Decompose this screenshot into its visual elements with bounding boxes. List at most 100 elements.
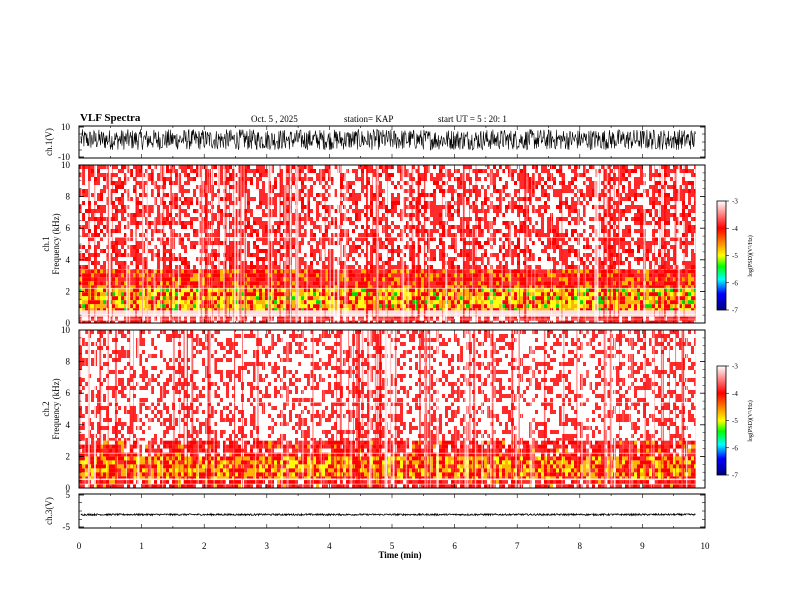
spectrogram-cell — [241, 197, 244, 201]
spectrogram-cell — [196, 225, 199, 229]
spectrogram-cell — [313, 169, 316, 173]
spectrogram-cell — [256, 213, 259, 217]
spectrogram-cell — [589, 320, 592, 323]
spectrogram-cell — [205, 249, 208, 253]
spectrogram-cell — [166, 277, 169, 282]
spectrogram-cell — [406, 304, 409, 309]
spectrogram-cell — [118, 197, 121, 201]
spectrogram-cell — [238, 253, 241, 257]
spectrogram-cell — [259, 169, 262, 173]
spectrogram-cell — [79, 213, 82, 217]
spectrogram-cell — [112, 177, 115, 181]
spectrogram-cell — [313, 221, 316, 225]
spectrogram-cell — [271, 189, 274, 193]
spectrogram-cell — [313, 193, 316, 197]
spectrogram-cell — [148, 253, 151, 257]
spectrogram-cell — [166, 189, 169, 193]
spectrogram-cell — [181, 304, 184, 309]
spectrogram-cell — [514, 304, 517, 309]
spectrogram-cell — [307, 277, 310, 282]
spectrogram-cell — [637, 273, 640, 278]
spectrogram-cell — [121, 265, 124, 269]
spectrogram-cell — [130, 281, 133, 286]
spectrogram-cell — [148, 217, 151, 221]
spectrogram-cell — [178, 245, 181, 249]
spectrogram-cell — [679, 292, 682, 297]
spectrogram-cell — [334, 277, 337, 282]
spectrogram-cell — [148, 277, 151, 282]
spectrogram-cell — [238, 225, 241, 229]
spectrogram-cell — [679, 304, 682, 309]
spectrogram-cell — [178, 261, 181, 265]
spectrogram-cell — [151, 177, 154, 181]
spectrogram-cell — [172, 285, 175, 289]
spectrogram-cell — [304, 265, 307, 269]
spectrogram-cell — [280, 277, 283, 282]
spectrogram-cell — [436, 269, 439, 274]
spectrogram-cell — [139, 296, 142, 301]
spectrogram-cell — [685, 304, 688, 309]
spectrogram-cell — [280, 288, 283, 293]
spectrogram-cell — [217, 169, 220, 173]
spectrogram-cell — [139, 193, 142, 197]
spectrogram-cell — [112, 189, 115, 193]
spectrogram-cell — [544, 320, 547, 323]
spectrogram-cell — [124, 181, 127, 185]
spectrogram-cell — [406, 269, 409, 274]
spectrogram-cell — [571, 320, 574, 323]
spectrogram-cell — [214, 288, 217, 293]
spectrogram-cell — [238, 205, 241, 209]
spectrogram-cell — [469, 281, 472, 286]
spectrogram-cell — [193, 197, 196, 201]
spectrogram-cell — [526, 320, 529, 323]
spectrogram-cell — [184, 225, 187, 229]
spectrogram-cell — [196, 269, 199, 274]
spectrogram-cell — [172, 277, 175, 282]
spectrogram-cell — [637, 292, 640, 297]
spectrogram-cell — [364, 285, 367, 289]
spectrogram-cell — [271, 300, 274, 305]
spectrogram-cell — [454, 273, 457, 278]
spectrogram-cell — [232, 201, 235, 205]
spectrogram-cell — [100, 233, 103, 237]
spectrogram-cell — [310, 292, 313, 297]
spectrogram-cell — [451, 273, 454, 278]
spectrogram-cell — [637, 308, 640, 311]
spectrogram-cell — [133, 201, 136, 205]
spectrogram-cell — [271, 245, 274, 249]
spectrogram-cell — [217, 265, 220, 269]
spectrogram-cell — [451, 292, 454, 297]
spectrogram-cell — [82, 249, 85, 253]
spectrogram-cell — [97, 249, 100, 253]
spectrogram-cell — [298, 304, 301, 309]
spectrogram-cell — [559, 300, 562, 305]
spectrogram-cell — [112, 237, 115, 241]
spectrogram-cell — [277, 185, 280, 189]
spectrogram-cell — [280, 245, 283, 249]
spectrogram-cell — [136, 217, 139, 221]
spectrogram-cell — [94, 221, 97, 225]
spectrogram-cell — [253, 269, 256, 274]
spectrogram-cell — [82, 205, 85, 209]
spectrogram-cell — [121, 177, 124, 181]
spectrogram-cell — [199, 201, 202, 205]
spectrogram-cell — [163, 189, 166, 193]
spectrogram-cell — [262, 205, 265, 209]
spectrogram-cell — [271, 257, 274, 261]
spectrogram-cell — [547, 296, 550, 301]
spectrogram-cell — [91, 245, 94, 249]
spectrogram-cell — [316, 273, 319, 278]
spectrogram-cell — [538, 292, 541, 297]
spectrogram-cell — [304, 189, 307, 193]
spectrogram-cell — [214, 201, 217, 205]
spectrogram-cell — [271, 193, 274, 197]
spectrogram-cell — [688, 277, 691, 282]
spectrogram-cell — [316, 213, 319, 217]
spectrogram-cell — [277, 253, 280, 257]
spectrogram-cell — [619, 320, 622, 323]
ch1-waveform-panel: 10-10 ch.1(V) — [44, 122, 706, 162]
spectrogram-cell — [298, 233, 301, 237]
spectrogram-cell — [139, 165, 142, 169]
spectrogram-cell — [226, 189, 229, 193]
spectrogram-cell — [259, 189, 262, 193]
